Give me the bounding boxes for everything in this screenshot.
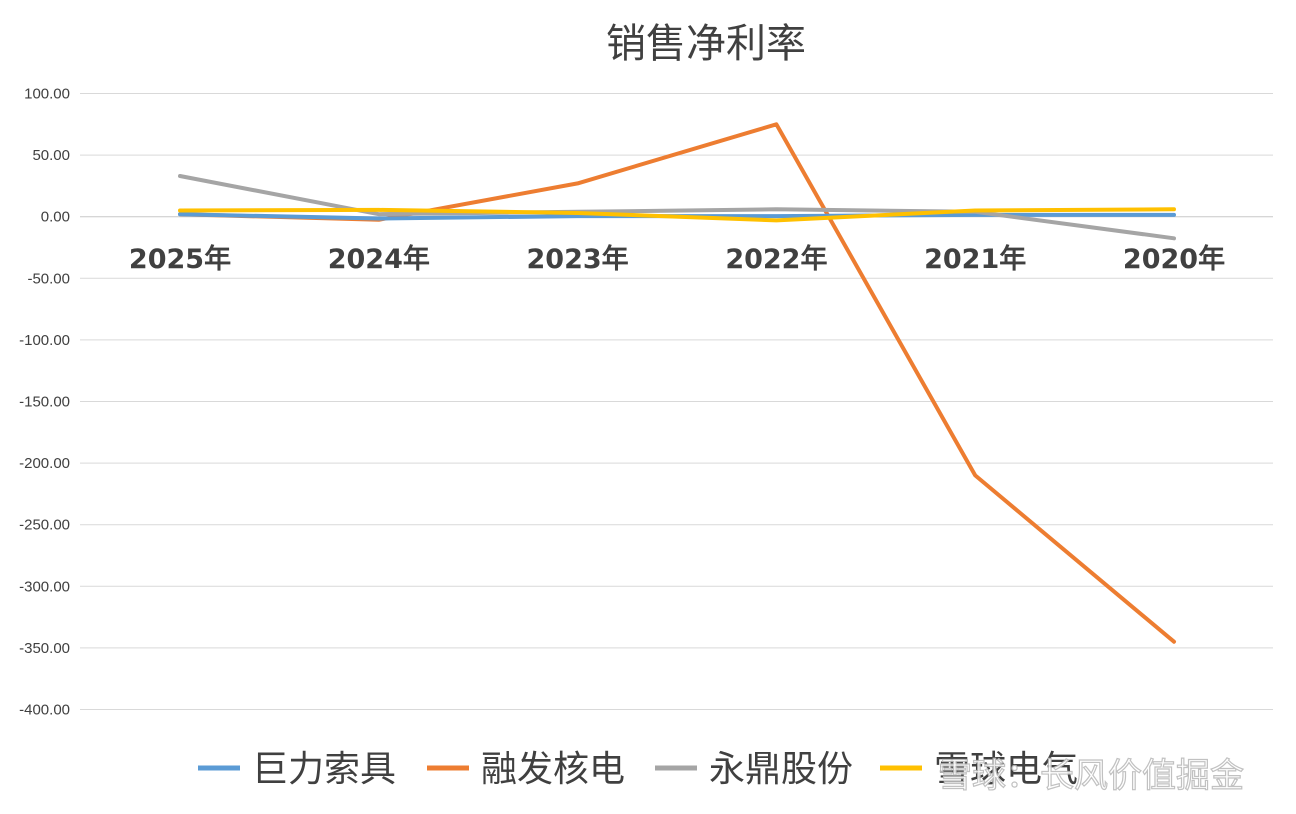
legend-label: 巨力索具 — [252, 749, 396, 790]
x-tick-label: 2022年 — [725, 243, 827, 275]
y-tick-label: -300.00 — [19, 578, 70, 595]
x-tick-label: 2021年 — [924, 243, 1026, 275]
y-tick-label: 100.00 — [24, 86, 70, 103]
series-line-3 — [178, 174, 1176, 241]
y-tick-label: -50.00 — [27, 270, 70, 287]
x-tick-label: 2023年 — [527, 243, 629, 275]
x-tick-label: 2020年 — [1123, 243, 1225, 275]
series-group — [178, 122, 1176, 644]
series-line-2 — [178, 122, 1176, 644]
gridlines — [80, 93, 1273, 710]
y-tick-label: -400.00 — [19, 702, 70, 719]
watermark-text: 雪球：长风价值掘金 — [938, 756, 1244, 796]
y-tick-label: -200.00 — [19, 455, 70, 472]
y-tick-label: -150.00 — [19, 394, 70, 411]
y-tick-label: -100.00 — [19, 332, 70, 349]
legend-label: 雪球电气 — [934, 749, 1078, 790]
y-tick-label: -350.00 — [19, 640, 70, 657]
series-line-4 — [178, 207, 1176, 223]
chart-title: 销售净利率 — [606, 21, 806, 67]
legend-label: 融发核电 — [481, 749, 625, 790]
y-tick-label: -250.00 — [19, 517, 70, 534]
y-tick-label: 0.00 — [41, 209, 70, 226]
y-axis: 100.00 50.00 0.00 -50.00 -100.00 -150.00 -200.… — [19, 86, 70, 719]
legend-label: 永鼎股份 — [709, 749, 853, 790]
legend: 巨力索具 融发核电 永鼎股份 雪球电气 — [198, 749, 1078, 790]
x-tick-label: 2025年 — [129, 243, 231, 275]
y-tick-label: 50.00 — [32, 147, 70, 164]
x-axis: 2025年 2024年 2023年 2022年 2021年 2020年 — [129, 243, 1225, 275]
x-tick-label: 2024年 — [328, 243, 430, 275]
